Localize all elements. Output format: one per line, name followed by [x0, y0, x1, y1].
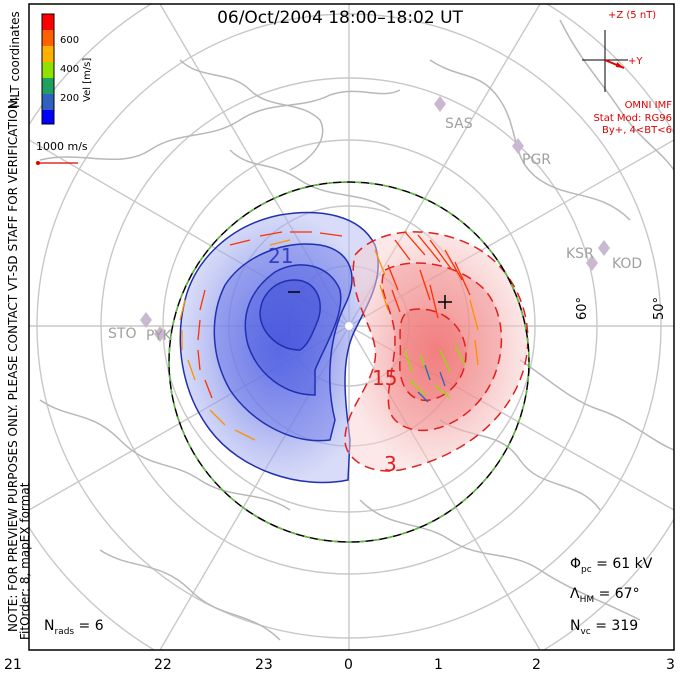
- contour-label-positive: 15: [372, 366, 398, 390]
- imf-condition: By+, 4<BT<6: [602, 125, 672, 136]
- n-rads-stat: Nrads = 6: [44, 618, 104, 637]
- max-marker: [438, 295, 452, 309]
- mlt-tick: 3: [666, 657, 675, 673]
- latitude-label: 60°: [575, 296, 590, 320]
- station-markers: [140, 96, 610, 342]
- contour-label-positive2: 3: [384, 452, 397, 476]
- hm-boundary-dash: [168, 181, 530, 543]
- colorbar-label: Vel [m/s]: [82, 57, 93, 102]
- station-label: STO: [108, 326, 137, 342]
- latitude-label: 50°: [652, 296, 667, 320]
- imf-z-label: +Z (5 nT): [608, 10, 657, 21]
- vector-scale-label: 1000 m/s: [36, 140, 88, 153]
- n-rads-value: 6: [94, 618, 104, 634]
- mlt-tick: 0: [344, 657, 353, 673]
- map-frame: [28, 3, 675, 651]
- mlt-tick: 22: [154, 657, 172, 673]
- station-label: PYK: [146, 328, 172, 344]
- page-title: 06/Oct/2004 18:00–18:02 UT: [217, 8, 463, 28]
- velocity-vectors: [179, 231, 479, 441]
- imf-info: OMNI IMF Stat Mod: RG96 By+, 4<BT<6: [560, 100, 672, 138]
- fitorder-note: FitOrder: 8, mapEX format: [18, 482, 32, 640]
- phi-pc-stat: Φpc = 61 kV: [570, 556, 653, 575]
- lambda-hm-stat: ΛHM = 67°: [570, 586, 640, 605]
- station-label: KSR: [566, 246, 594, 262]
- mlt-tick: 2: [532, 657, 541, 673]
- station-label: KOD: [612, 256, 643, 272]
- mlt-tick: 23: [255, 657, 273, 673]
- imf-y-label: +Y: [628, 56, 643, 67]
- station-label: SAS: [445, 116, 473, 132]
- n-vc-stat: Nvc = 319: [570, 618, 639, 637]
- imf-clock: [582, 30, 628, 92]
- vector-scale-line: [36, 161, 78, 165]
- coords-label: MLT coordinates: [8, 11, 22, 108]
- phi-pc-value: 61 kV: [612, 556, 653, 572]
- colorbar-tick: 600: [60, 35, 80, 46]
- negative-cell: [179, 211, 379, 484]
- n-vc-value: 319: [611, 618, 639, 634]
- contour-label-negative: 21: [268, 244, 294, 268]
- lambda-hm-value: 67°: [614, 586, 640, 602]
- colorbar-tick: 400: [60, 64, 80, 75]
- station-label: PGR: [522, 152, 552, 168]
- mlt-tick: 21: [4, 657, 22, 673]
- imf-model: Stat Mod: RG96: [593, 112, 672, 124]
- colorbar-tick: 200: [60, 93, 80, 104]
- colorbar-swatches: [42, 14, 54, 124]
- imf-source: OMNI IMF: [624, 100, 672, 111]
- mlt-tick: 1: [434, 657, 443, 673]
- pole-marker: [345, 322, 353, 330]
- coastlines: [39, 19, 674, 641]
